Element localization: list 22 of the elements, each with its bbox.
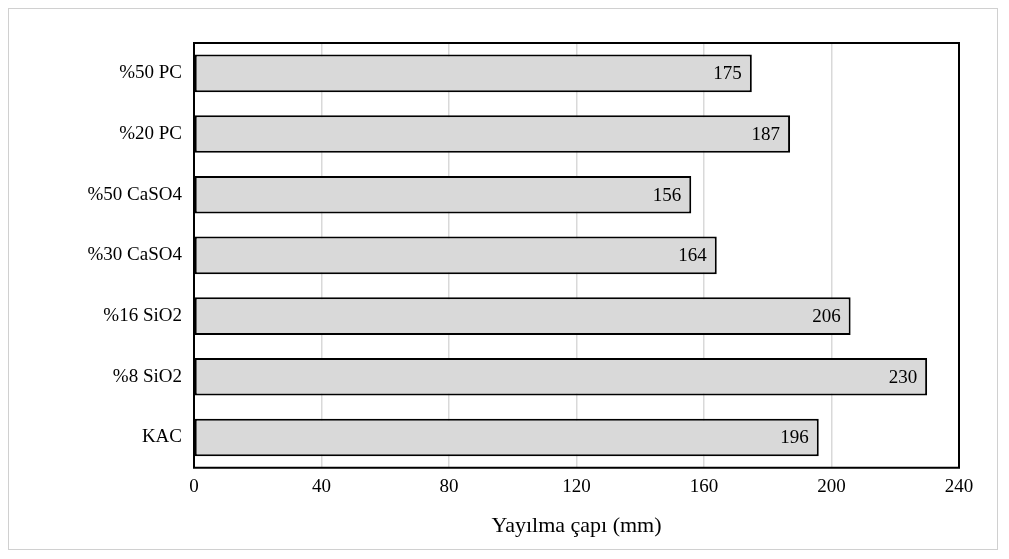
x-tick-label: 200 (817, 475, 846, 497)
x-tick-label: 240 (944, 475, 974, 497)
data-label: 187 (751, 123, 781, 145)
x-tick-label: 40 (312, 475, 331, 497)
x-tick-label: 0 (189, 475, 199, 497)
data-label: 175 (713, 62, 742, 84)
y-tick-label: %16 SiO2 (103, 304, 182, 326)
data-label: 164 (678, 244, 708, 266)
data-label: 230 (888, 365, 918, 387)
y-tick-label: KAC (141, 425, 182, 447)
x-tick-label: 80 (439, 475, 459, 497)
x-tick-label: 160 (689, 475, 719, 497)
y-tick-label: %50 PC (119, 61, 182, 83)
x-tick-label: 120 (562, 475, 591, 497)
y-tick-label: %8 SiO2 (112, 364, 182, 386)
y-tick-label: %30 CaSO4 (87, 243, 183, 265)
x-axis-title: Yayılma çapı (mm) (491, 511, 662, 537)
y-tick-label: %50 CaSO4 (87, 182, 183, 204)
data-label: 206 (812, 305, 841, 327)
data-label: 196 (780, 426, 809, 448)
data-label: 156 (652, 183, 682, 205)
y-tick-label: %20 PC (119, 122, 182, 144)
